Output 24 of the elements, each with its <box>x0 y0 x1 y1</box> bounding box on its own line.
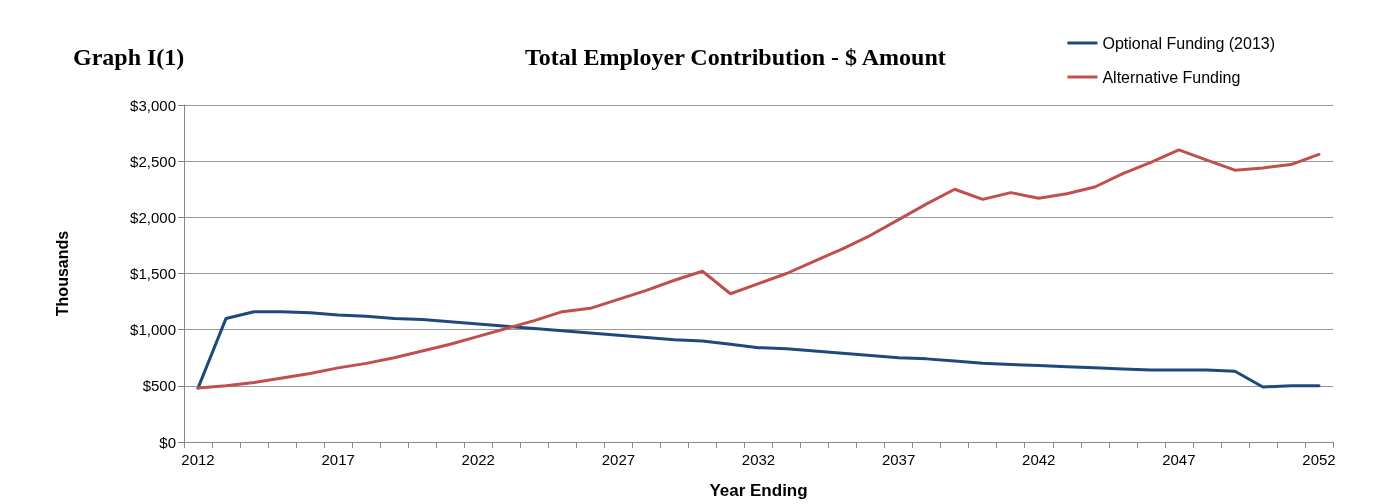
chart-subtitle: Graph I(1) <box>73 44 185 70</box>
x-tick-label: 2022 <box>461 451 495 468</box>
x-axis-title: Year Ending <box>709 481 808 500</box>
y-tick-label: $2,000 <box>130 208 176 226</box>
line-series <box>196 148 1321 390</box>
x-tick-label: 2037 <box>881 451 916 468</box>
line-series <box>196 310 1321 390</box>
chart-title: Total Employer Contribution - $ Amount <box>525 44 946 70</box>
y-axis-title: Thousands <box>53 230 71 317</box>
x-tick-label: 2047 <box>1162 451 1196 468</box>
x-tick-label: 2032 <box>741 451 776 468</box>
y-tick-label: $0 <box>159 433 176 451</box>
x-tick-label: 2042 <box>1022 451 1056 468</box>
y-tick-label: $3,000 <box>130 96 176 114</box>
y-tick-label: $1,500 <box>130 265 176 282</box>
y-tick-label: $500 <box>142 377 176 395</box>
y-tick-label: $1,000 <box>130 321 176 339</box>
y-tick-label: $2,500 <box>130 152 176 170</box>
legend-label: Optional Funding (2013) <box>1102 34 1276 52</box>
x-tick-label: 2012 <box>181 451 215 468</box>
x-tick-label: 2027 <box>601 451 636 468</box>
x-tick-label: 2017 <box>321 451 355 468</box>
x-tick-label: 2052 <box>1302 451 1336 468</box>
legend-label: Alternative Funding <box>1102 68 1241 86</box>
